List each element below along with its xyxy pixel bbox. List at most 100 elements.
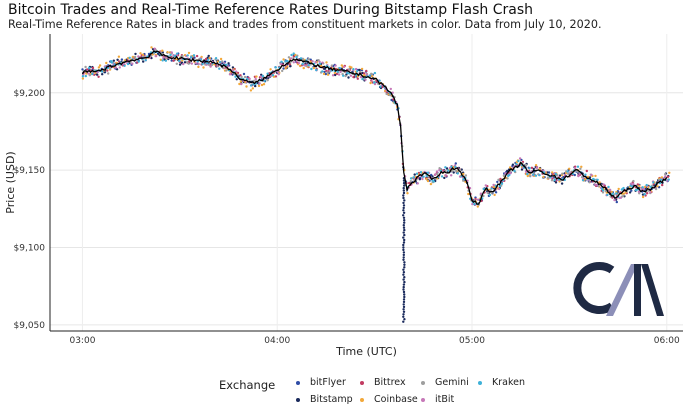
trade-point-gemini	[506, 177, 509, 180]
crash-trade-point	[403, 295, 406, 299]
trade-point-gemini	[175, 62, 178, 65]
trade-point-kraken	[81, 75, 85, 78]
trade-point-kraken	[513, 169, 516, 173]
trade-point-itbit	[349, 74, 353, 77]
trade-point-kraken	[186, 54, 189, 57]
crash-trade-point	[403, 318, 406, 321]
trade-point-gemini	[107, 72, 110, 75]
trade-point-coinbase	[150, 46, 153, 49]
trade-point-kraken	[271, 74, 275, 77]
trade-point-itbit	[602, 183, 605, 186]
trade-point-kraken	[379, 85, 382, 88]
trade-point-kraken	[338, 66, 341, 70]
trade-point-itbit	[254, 77, 257, 81]
trade-point-coinbase	[166, 51, 169, 54]
crash-trade-point	[402, 186, 405, 190]
trade-point-itbit	[162, 56, 165, 59]
crash-trade-point	[403, 263, 406, 266]
trade-point-coinbase	[85, 72, 88, 75]
trade-point-kraken	[336, 70, 339, 73]
trade-point-itbit	[492, 183, 495, 187]
trade-point-gemini	[664, 173, 667, 176]
trade-point-itbit	[240, 82, 243, 86]
crash-trade-point	[402, 313, 405, 316]
trade-point-itbit	[153, 47, 156, 50]
trade-point-coinbase	[325, 61, 328, 64]
trade-point-kraken	[84, 74, 88, 78]
trade-point-bitstamp	[532, 167, 535, 171]
trade-point-kraken	[528, 167, 531, 170]
y-tick-label: $9,100	[14, 243, 46, 253]
legend-label: Kraken	[492, 377, 525, 388]
legend-item-coinbase: Coinbase	[360, 394, 418, 405]
trade-point-gemini	[287, 56, 291, 59]
crash-trade-point	[402, 224, 405, 227]
trade-point-itbit	[303, 64, 306, 67]
legend-marker	[296, 380, 300, 385]
trade-point-bittrex	[530, 166, 534, 169]
trade-point-coinbase	[617, 187, 620, 191]
trade-point-coinbase	[251, 87, 254, 90]
trade-point-kraken	[566, 170, 569, 173]
trade-point-gemini	[567, 172, 570, 176]
trade-point-coinbase	[565, 171, 568, 175]
crash-trade-point	[402, 320, 405, 323]
trade-point-bitstamp	[142, 60, 145, 63]
trade-point-bitstamp	[511, 163, 515, 166]
trade-point-kraken	[352, 68, 355, 71]
crash-trade-point	[402, 308, 405, 311]
trade-point-gemini	[186, 60, 189, 64]
trade-point-bitflyer	[242, 72, 246, 76]
trade-point-kraken	[295, 56, 298, 59]
trade-point-coinbase	[299, 64, 302, 68]
trade-point-bitflyer	[630, 189, 633, 192]
trade-point-coinbase	[202, 66, 205, 69]
trade-point-bitflyer	[454, 162, 457, 165]
trade-point-itbit	[228, 73, 232, 76]
trade-point-gemini	[497, 178, 500, 181]
trade-point-kraken	[292, 52, 295, 55]
trade-point-coinbase	[360, 67, 364, 71]
trade-point-kraken	[454, 165, 457, 169]
trade-point-kraken	[173, 54, 176, 58]
trade-point-kraken	[641, 186, 644, 189]
trade-point-coinbase	[429, 182, 433, 186]
trade-point-bitflyer	[170, 59, 173, 62]
trade-point-kraken	[553, 178, 556, 182]
legend-marker	[421, 397, 425, 402]
trade-point-kraken	[419, 171, 423, 174]
trade-point-gemini	[632, 179, 635, 183]
trade-point-coinbase	[255, 75, 258, 78]
trade-point-kraken	[301, 62, 304, 66]
trade-point-kraken	[280, 60, 283, 63]
trade-point-bittrex	[236, 71, 240, 75]
trade-point-bitstamp	[115, 68, 119, 71]
trade-point-bitstamp	[418, 178, 421, 181]
trade-point-itbit	[389, 87, 392, 91]
trade-point-bitflyer	[496, 180, 499, 184]
trade-point-coinbase	[492, 185, 496, 189]
trade-point-kraken	[508, 173, 511, 177]
crash-trade-point	[402, 196, 405, 200]
crash-trade-point	[402, 201, 405, 205]
trade-point-coinbase	[362, 74, 366, 77]
trade-point-kraken	[164, 59, 168, 62]
legend-marker	[478, 380, 482, 385]
crash-trade-point	[402, 315, 405, 318]
trade-point-coinbase	[312, 66, 316, 70]
trade-point-coinbase	[159, 58, 162, 61]
trade-point-bittrex	[274, 75, 278, 78]
trade-point-itbit	[608, 188, 612, 192]
trade-point-kraken	[447, 169, 450, 172]
trade-point-gemini	[409, 180, 412, 183]
trade-point-kraken	[444, 166, 447, 169]
trade-point-gemini	[344, 74, 347, 78]
legend-item-bitstamp: Bitstamp	[296, 394, 353, 405]
trade-point-itbit	[289, 57, 293, 60]
trade-point-gemini	[482, 194, 485, 198]
trade-point-itbit	[342, 65, 346, 69]
trade-point-bitstamp	[333, 73, 337, 77]
crash-trade-point	[403, 293, 406, 296]
trade-point-kraken	[169, 53, 172, 57]
trade-point-itbit	[637, 190, 641, 193]
